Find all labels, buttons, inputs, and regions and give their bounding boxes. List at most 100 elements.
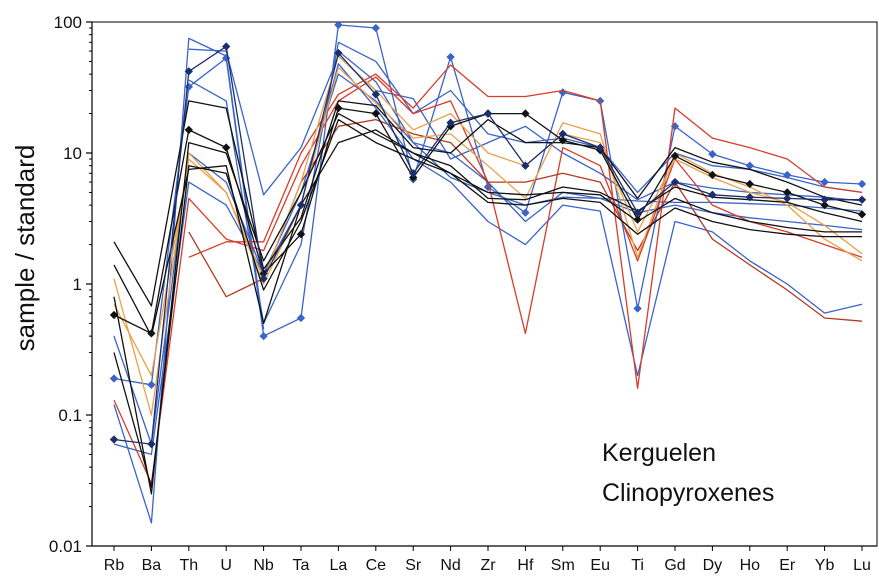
series-layer	[109, 20, 867, 524]
series-17	[109, 42, 867, 449]
data-point	[296, 200, 306, 210]
data-point	[708, 170, 717, 180]
data-point	[296, 313, 306, 323]
series-line	[113, 112, 862, 495]
series-line	[113, 100, 863, 307]
data-point	[857, 210, 867, 219]
series-11	[113, 55, 863, 377]
y-tick-label: 1	[73, 275, 82, 294]
x-tick-label: Sm	[551, 557, 575, 574]
y-tick-label: 10	[63, 144, 82, 163]
y-tick-label: 0.1	[58, 406, 82, 425]
data-point	[147, 380, 156, 389]
x-tick-label: Ta	[293, 557, 310, 574]
series-line	[113, 63, 863, 456]
x-tick-label: La	[330, 557, 348, 574]
data-point	[109, 374, 119, 383]
x-tick-label: Ce	[366, 557, 387, 574]
series-10	[113, 66, 863, 416]
data-point	[745, 161, 754, 170]
data-point	[259, 274, 268, 283]
data-point	[371, 90, 380, 99]
annotation-line-2: Clinopyroxenes	[602, 479, 774, 507]
x-axis: Rb Ba Th U Nb Ta La Ce Sr Nd Zr Hf Sm Eu Ti Gd Dy Ho Er Yb L…	[92, 545, 877, 574]
data-point	[334, 48, 343, 58]
y-tick-label: 100	[54, 13, 82, 32]
series-4	[188, 41, 863, 325]
series-line	[188, 64, 863, 389]
data-point	[296, 230, 306, 239]
x-tick-label: Yb	[815, 557, 835, 574]
y-axis-label: sample / standard	[10, 145, 40, 352]
x-tick-label: Dy	[703, 557, 723, 574]
x-tick-label: Ba	[142, 557, 162, 574]
x-tick-label: Rb	[104, 557, 125, 574]
data-point	[745, 179, 754, 189]
data-point	[820, 200, 829, 210]
data-point	[820, 195, 829, 204]
data-point	[633, 208, 642, 217]
x-tick-label: Th	[179, 557, 198, 574]
data-point	[521, 161, 530, 170]
x-tick-label: Hf	[517, 557, 534, 574]
x-tick-label: Ti	[631, 557, 644, 574]
series-14	[113, 129, 863, 337]
series-2	[109, 20, 867, 389]
data-point	[708, 149, 717, 159]
x-tick-label: Nb	[253, 557, 274, 574]
data-point	[820, 177, 829, 187]
data-point	[670, 151, 680, 161]
data-point	[371, 23, 380, 33]
data-point	[371, 109, 380, 118]
data-point	[558, 129, 567, 139]
data-point	[446, 52, 455, 62]
data-point	[184, 125, 193, 135]
data-point	[409, 173, 418, 182]
data-point	[670, 177, 680, 187]
data-point	[109, 435, 119, 444]
y-tick-label: 0.01	[49, 537, 82, 556]
data-point	[222, 42, 231, 51]
y-axis: 0.01 0.1 1 10 100	[49, 13, 93, 556]
data-point	[857, 195, 867, 204]
data-point	[184, 67, 193, 76]
data-point	[596, 143, 605, 152]
series-line	[113, 118, 862, 489]
data-point	[521, 109, 530, 118]
data-point	[633, 215, 642, 224]
series-line	[113, 55, 863, 377]
series-line	[337, 50, 863, 212]
x-tick-label: Lu	[853, 557, 871, 574]
series-line	[113, 66, 863, 416]
series-line	[113, 76, 863, 485]
series-5	[113, 63, 863, 456]
series-13	[113, 100, 863, 307]
data-point	[409, 169, 418, 178]
data-point	[222, 143, 231, 152]
series-15	[113, 112, 862, 495]
data-point	[633, 304, 642, 313]
data-point	[446, 118, 455, 127]
data-point	[259, 331, 268, 341]
x-tick-label: Nd	[440, 557, 460, 574]
plot-frame	[91, 21, 878, 547]
data-point	[147, 439, 156, 449]
data-point	[783, 170, 792, 180]
series-line	[188, 118, 863, 322]
annotation-line-1: Kerguelen	[602, 439, 716, 467]
x-tick-label: Eu	[590, 557, 610, 574]
x-tick-label: Ho	[740, 557, 761, 574]
x-tick-label: Zr	[480, 557, 496, 574]
x-tick-label: Sr	[405, 557, 422, 574]
data-point	[334, 20, 343, 30]
data-point	[521, 208, 530, 217]
series-6	[113, 73, 863, 445]
series-line	[113, 73, 863, 445]
x-tick-label: Gd	[664, 557, 685, 574]
x-tick-label: U	[220, 557, 232, 574]
series-line	[113, 129, 863, 337]
series-line	[188, 41, 863, 325]
series-16	[113, 118, 862, 489]
x-tick-label: Er	[779, 557, 796, 574]
